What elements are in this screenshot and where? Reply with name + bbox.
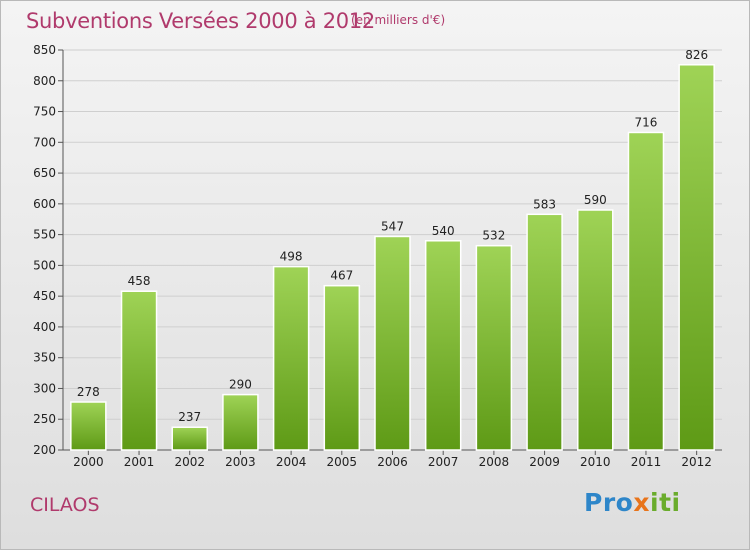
x-tick-label: 2008 — [479, 455, 510, 469]
bar-value-label: 458 — [128, 274, 151, 288]
x-tick-label: 2012 — [681, 455, 712, 469]
chart-title: Subventions Versées 2000 à 2012 — [26, 9, 375, 33]
logo-letter: i — [671, 488, 681, 517]
bar — [424, 240, 462, 451]
town-name: CILAOS — [30, 494, 100, 516]
bar — [120, 290, 158, 451]
x-tick-label: 2001 — [124, 455, 155, 469]
y-tick-label: 550 — [33, 228, 56, 242]
logo-letter: o — [615, 488, 634, 517]
y-tick-label: 400 — [33, 320, 56, 334]
y-tick-label: 350 — [33, 351, 56, 365]
unit-note: (en milliers d'€) — [351, 13, 446, 27]
y-tick-label: 600 — [33, 197, 56, 211]
y-tick-label: 700 — [33, 135, 56, 149]
bar-value-label: 498 — [280, 250, 303, 264]
logo-letter: t — [659, 488, 672, 517]
bar — [374, 235, 411, 451]
x-tick-label: 2007 — [428, 455, 459, 469]
y-tick-label: 300 — [33, 381, 56, 395]
bar — [70, 401, 107, 451]
x-tick-label: 2009 — [529, 455, 560, 469]
x-tick-label: 2004 — [276, 455, 307, 469]
y-tick-label: 500 — [33, 258, 56, 272]
bar-value-label: 467 — [330, 269, 353, 283]
logo-letter: x — [633, 488, 650, 517]
y-tick-label: 650 — [33, 166, 56, 180]
x-tick-label: 2006 — [377, 455, 408, 469]
x-tick-label: 2002 — [174, 455, 205, 469]
bar-value-label: 826 — [685, 48, 708, 62]
bar-value-label: 583 — [533, 197, 556, 211]
proxiti-logo[interactable]: Proxiti — [584, 488, 681, 517]
bar — [171, 426, 208, 451]
y-tick-label: 200 — [33, 443, 56, 457]
bars — [70, 64, 715, 451]
x-tick-label: 2003 — [225, 455, 256, 469]
bar — [222, 393, 259, 451]
bar-value-label: 278 — [77, 385, 100, 399]
data-labels: 278 458 237 290 498 467 547 540 532 583 590 716 826 — [77, 48, 708, 424]
y-tick-label: 250 — [33, 412, 56, 426]
logo-letter: r — [602, 488, 616, 517]
x-tick-label: 2010 — [580, 455, 611, 469]
bar — [526, 213, 563, 451]
y-tick-label: 800 — [33, 74, 56, 88]
bar — [323, 284, 361, 451]
bar — [678, 64, 715, 451]
bar-value-label: 547 — [381, 219, 404, 233]
y-tick-label: 850 — [33, 43, 56, 57]
y-tick-label: 450 — [33, 289, 56, 303]
bar — [272, 265, 310, 451]
logo-letter: i — [650, 488, 660, 517]
bar-value-label: 532 — [482, 229, 505, 243]
bar-value-label: 590 — [584, 193, 607, 207]
logo-letter: P — [584, 488, 603, 517]
y-tick-label: 750 — [33, 105, 56, 119]
bar-value-label: 540 — [432, 224, 455, 238]
x-tick-label: 2011 — [631, 455, 662, 469]
bar — [577, 209, 614, 451]
x-tick-label: 2000 — [73, 455, 104, 469]
bar — [475, 244, 513, 451]
bar-value-label: 716 — [635, 115, 658, 129]
axes: 200 250 300 350 400 450 500 550 600 650 700 750 800 8… — [33, 43, 722, 469]
bar-value-label: 290 — [229, 378, 252, 392]
bar — [627, 131, 665, 451]
bar-value-label: 237 — [178, 410, 201, 424]
x-tick-label: 2005 — [327, 455, 358, 469]
